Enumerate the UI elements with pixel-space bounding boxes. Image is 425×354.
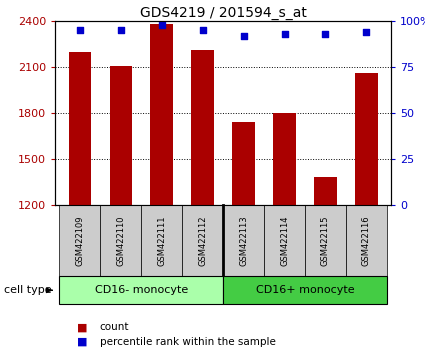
Text: GSM422111: GSM422111 <box>157 216 166 266</box>
Bar <box>60 276 223 304</box>
Bar <box>150 24 173 205</box>
Text: GSM422112: GSM422112 <box>198 216 207 266</box>
Point <box>158 22 165 28</box>
Bar <box>110 66 132 205</box>
Point <box>281 31 288 37</box>
Point <box>199 28 206 33</box>
Text: CD16+ monocyte: CD16+ monocyte <box>256 285 354 295</box>
Point <box>76 28 83 33</box>
Bar <box>100 205 141 276</box>
Text: CD16- monocyte: CD16- monocyte <box>95 285 188 295</box>
Text: GSM422115: GSM422115 <box>321 216 330 266</box>
Text: GSM422110: GSM422110 <box>116 216 125 266</box>
Bar <box>264 205 305 276</box>
Bar <box>223 205 264 276</box>
Point <box>322 31 329 37</box>
Text: percentile rank within the sample: percentile rank within the sample <box>100 337 276 347</box>
Text: cell type: cell type <box>4 285 52 295</box>
Bar <box>68 52 91 205</box>
Text: ■: ■ <box>76 337 87 347</box>
Title: GDS4219 / 201594_s_at: GDS4219 / 201594_s_at <box>140 6 306 20</box>
Bar <box>305 205 346 276</box>
Point <box>240 33 247 39</box>
Bar <box>273 113 296 205</box>
Bar <box>191 50 214 205</box>
Bar <box>141 205 182 276</box>
Bar <box>314 177 337 205</box>
Bar <box>182 205 223 276</box>
Bar <box>223 276 387 304</box>
Point <box>117 28 124 33</box>
Point <box>363 29 370 35</box>
Bar <box>232 122 255 205</box>
Text: GSM422114: GSM422114 <box>280 216 289 266</box>
Bar <box>60 205 100 276</box>
Text: count: count <box>100 322 129 332</box>
Text: GSM422116: GSM422116 <box>362 215 371 266</box>
Text: GSM422109: GSM422109 <box>75 216 84 266</box>
Bar <box>355 73 378 205</box>
Bar <box>346 205 387 276</box>
Text: ■: ■ <box>76 322 87 332</box>
Text: GSM422113: GSM422113 <box>239 215 248 266</box>
